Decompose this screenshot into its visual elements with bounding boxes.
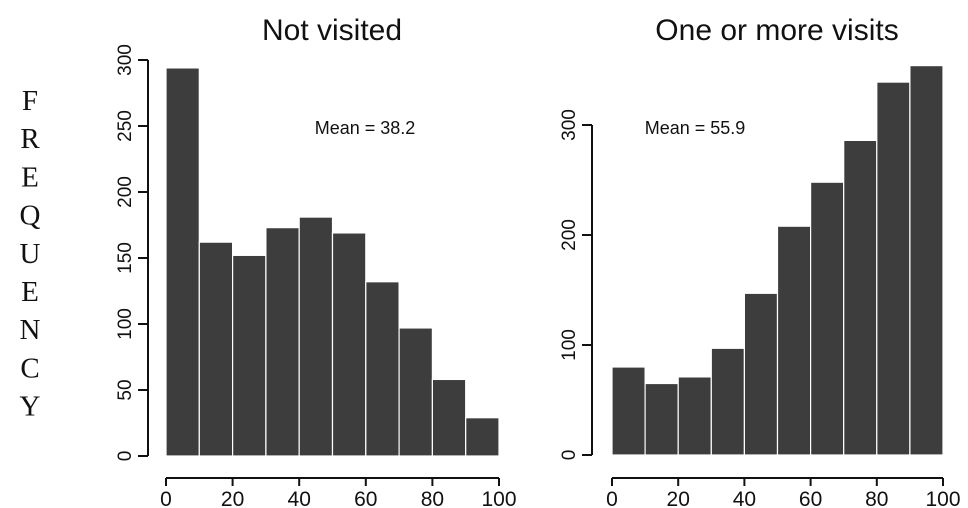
histogram-bar [611, 366, 646, 456]
y-tick-label: 0 [115, 451, 136, 462]
x-tick-label: 80 [421, 488, 444, 508]
histogram-bar [398, 327, 434, 457]
mean-annotation: Mean = 55.9 [645, 118, 746, 138]
y-tick-label: 150 [115, 242, 136, 274]
histogram-bar [809, 181, 845, 456]
histogram-bar [331, 232, 367, 457]
histogram-bar [365, 281, 400, 457]
y-tick-label: 0 [559, 450, 580, 461]
x-tick-label: 60 [354, 488, 377, 508]
histogram-bar [465, 417, 500, 457]
histogram-bar [431, 378, 467, 457]
histogram-bar [843, 139, 878, 456]
x-tick-label: 0 [606, 488, 618, 508]
y-label-letter: E [21, 161, 39, 193]
x-tick-label: 20 [221, 488, 244, 508]
x-tick-label: 40 [733, 488, 756, 508]
panel-title: One or more visits [655, 14, 898, 47]
y-tick-label: 250 [115, 110, 136, 142]
histogram-bar [743, 292, 779, 456]
bars [611, 64, 944, 456]
y-tick-label: 50 [115, 379, 136, 400]
y-tick-label: 100 [559, 329, 580, 361]
y-tick-label: 200 [115, 176, 136, 208]
y-label-letter: C [20, 352, 39, 384]
x-tick-label: 80 [865, 488, 888, 508]
y-tick-label: 200 [559, 219, 580, 251]
histogram-bar [298, 216, 334, 457]
x-tick-label: 20 [667, 488, 690, 508]
histogram-bar [265, 227, 300, 457]
x-tick-label: 0 [160, 488, 172, 508]
x-tick-label: 100 [481, 488, 516, 508]
histogram-bar [165, 67, 200, 457]
histogram-bar [198, 241, 234, 457]
y-tick-label: 300 [115, 44, 136, 76]
x-tick-label: 60 [799, 488, 822, 508]
histogram-bar [710, 347, 745, 456]
y-label-letter: N [20, 314, 41, 346]
histogram-bar [876, 81, 911, 456]
mean-annotation: Mean = 38.2 [315, 118, 416, 138]
histogram-bar [776, 225, 812, 456]
y-tick-label: 300 [559, 109, 580, 141]
panel-one-or-more-visits: One or more visits Mean = 55.9 0 100 200 300 0… [559, 14, 961, 508]
y-label-letter: Y [20, 391, 41, 423]
bars [165, 67, 500, 457]
panel-title: Not visited [262, 14, 402, 47]
histogram-bar [232, 254, 267, 457]
y-label-letter: U [20, 238, 41, 270]
histogram-bar [677, 376, 712, 456]
x-tick-label: 100 [925, 488, 960, 508]
histogram-bar [644, 382, 679, 456]
y-label-letter: R [20, 123, 40, 155]
y-label-letter: F [22, 85, 38, 117]
histogram-bar [909, 64, 944, 456]
x-tick-label: 40 [288, 488, 311, 508]
y-label-letter: Q [20, 200, 41, 232]
y-label-letter: E [21, 276, 39, 308]
y-tick-label: 100 [115, 308, 136, 340]
